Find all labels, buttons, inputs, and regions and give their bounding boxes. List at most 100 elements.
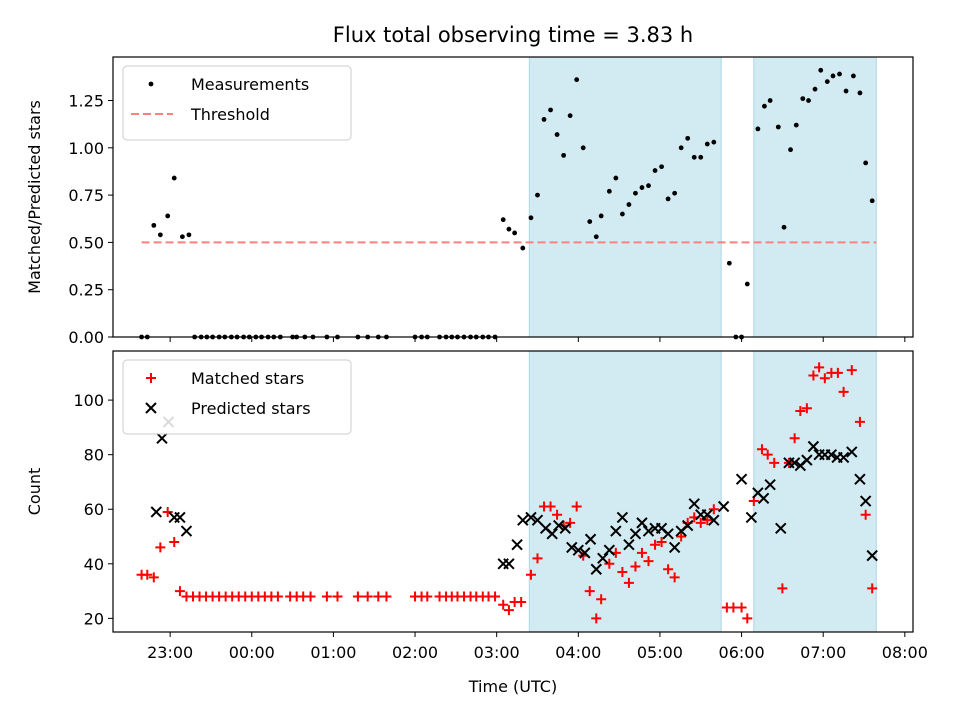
measurements-point bbox=[704, 141, 710, 147]
matched-star-point bbox=[801, 403, 812, 414]
matched-star-point bbox=[814, 362, 825, 373]
legend-plus-marker bbox=[146, 373, 156, 383]
x-tick-label: 08:00 bbox=[882, 643, 928, 662]
matched-star-point bbox=[305, 591, 316, 602]
measurements-point bbox=[652, 168, 658, 173]
matched-star-point bbox=[777, 583, 788, 594]
observing-window-2 bbox=[753, 350, 877, 633]
matched-star-point bbox=[742, 613, 753, 624]
measurements-point bbox=[837, 71, 842, 77]
y-axis-label: Matched/Predicted stars bbox=[25, 100, 44, 294]
measurements-point bbox=[843, 88, 849, 94]
matched-star-point bbox=[838, 386, 849, 397]
matched-star-point bbox=[498, 599, 509, 610]
predicted-star-point bbox=[636, 517, 648, 529]
legend-box bbox=[122, 359, 352, 435]
matched-star-point bbox=[789, 433, 800, 444]
matched-star-point bbox=[636, 547, 647, 558]
matched-star-point bbox=[321, 591, 332, 602]
measurements-point bbox=[812, 86, 818, 92]
measurements-point bbox=[857, 90, 863, 96]
matched-star-point bbox=[565, 517, 576, 528]
predicted-star-point bbox=[553, 519, 565, 532]
matched-star-point bbox=[142, 569, 153, 580]
matched-star-point bbox=[867, 583, 878, 594]
matched-star-point bbox=[650, 539, 661, 550]
measurements-point bbox=[500, 217, 506, 223]
matched-star-point bbox=[832, 367, 843, 378]
predicted-star-point bbox=[623, 538, 635, 551]
x-tick-label: 07:00 bbox=[800, 643, 846, 662]
matched-star-point bbox=[860, 509, 871, 520]
matched-star-point bbox=[819, 373, 830, 384]
predicted-star-point bbox=[590, 563, 602, 575]
matched-star-point bbox=[381, 591, 392, 602]
predicted-star-point bbox=[642, 525, 655, 537]
matched-star-point bbox=[516, 596, 527, 607]
matched-star-point bbox=[596, 594, 607, 605]
measurements-point bbox=[863, 160, 869, 166]
matched-star-point bbox=[736, 602, 747, 613]
matched-star-point bbox=[525, 569, 536, 580]
measurements-point bbox=[698, 154, 704, 160]
predicted-star-point bbox=[180, 525, 193, 537]
measurements-point bbox=[775, 124, 781, 130]
matched-star-point bbox=[503, 605, 514, 616]
predicted-star-point bbox=[662, 528, 674, 540]
legend-box bbox=[122, 65, 352, 141]
y-axis-label: Count bbox=[25, 468, 44, 516]
x-tick-label: 01:00 bbox=[310, 643, 356, 662]
predicted-star-point bbox=[603, 544, 616, 556]
predicted-star-point bbox=[174, 511, 186, 524]
legend-dot-marker bbox=[148, 81, 154, 87]
measurements-point bbox=[179, 234, 185, 240]
measurements-point bbox=[561, 152, 567, 158]
predicted-star-point bbox=[584, 533, 597, 545]
measurements-point bbox=[186, 232, 192, 238]
measurements-point bbox=[711, 139, 717, 145]
predicted-star-point bbox=[629, 528, 642, 540]
measurements-point bbox=[151, 222, 157, 228]
matched-star-point bbox=[630, 561, 641, 572]
predicted-star-point bbox=[566, 541, 578, 554]
measurements-point bbox=[157, 232, 163, 238]
matched-star-point bbox=[769, 457, 780, 468]
measurements-point bbox=[726, 260, 732, 266]
matched-star-point bbox=[695, 517, 706, 528]
predicted-star-point bbox=[511, 538, 523, 551]
observing-window-2 bbox=[753, 56, 877, 338]
measurements-point bbox=[672, 190, 678, 196]
predicted-star-point bbox=[859, 495, 872, 507]
matched-star-point bbox=[162, 506, 173, 517]
measurements-point bbox=[762, 103, 767, 109]
measurements-point bbox=[512, 230, 518, 236]
measurements-point bbox=[639, 185, 645, 190]
predicted-star-point bbox=[597, 552, 609, 565]
measurements-point bbox=[800, 96, 806, 102]
measurements-point bbox=[633, 190, 638, 196]
legend-label: Measurements bbox=[191, 75, 309, 94]
measurements-point bbox=[767, 98, 773, 103]
predicted-star-point bbox=[546, 528, 558, 540]
predicted-star-point bbox=[688, 498, 700, 510]
matched-star-point bbox=[762, 449, 773, 460]
matched-star-point bbox=[584, 586, 595, 597]
x-tick-label: 06:00 bbox=[719, 643, 765, 662]
measurements-point bbox=[793, 122, 799, 128]
predicted-star-point bbox=[764, 478, 776, 491]
matched-star-point bbox=[656, 536, 667, 547]
predicted-star-point bbox=[854, 473, 866, 485]
predicted-star-point bbox=[517, 514, 529, 526]
chart-title: Flux total observing time = 3.83 h bbox=[333, 23, 693, 47]
y-tick-label: 0.00 bbox=[68, 328, 104, 347]
predicted-star-point bbox=[668, 541, 681, 554]
matched-star-point bbox=[846, 365, 857, 376]
measurements-point bbox=[554, 132, 560, 137]
x-tick-label: 04:00 bbox=[555, 643, 601, 662]
measurements-point bbox=[541, 117, 547, 122]
measurements-point bbox=[788, 147, 793, 153]
predicted-star-point bbox=[156, 432, 168, 445]
measurements-point bbox=[755, 126, 761, 132]
matched-star-point bbox=[708, 504, 719, 515]
x-tick-label: 00:00 bbox=[229, 643, 275, 662]
